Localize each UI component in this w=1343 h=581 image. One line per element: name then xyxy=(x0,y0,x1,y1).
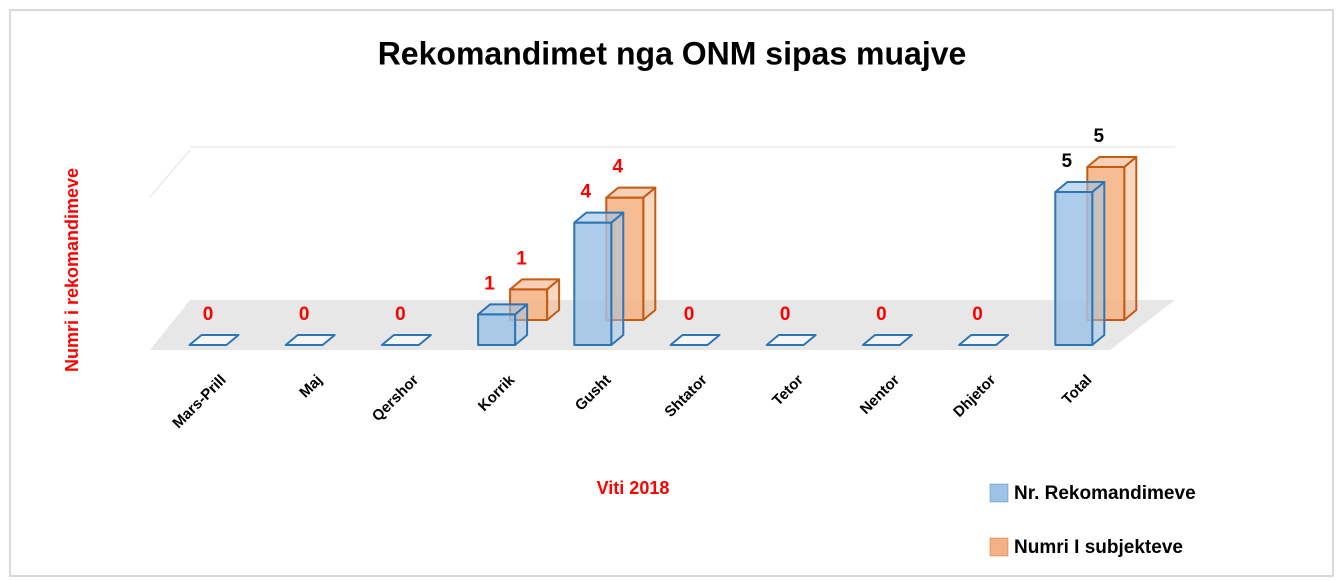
bar xyxy=(861,334,913,346)
bar-top xyxy=(1086,156,1138,168)
bar xyxy=(958,334,1010,346)
bar-top xyxy=(958,334,1010,346)
bar-top xyxy=(669,334,721,346)
bar-top xyxy=(861,334,913,346)
data-label: 5 xyxy=(1094,126,1105,147)
data-label: 0 xyxy=(395,304,406,325)
bar-side xyxy=(642,186,657,321)
side-wall-line xyxy=(149,149,191,198)
chart-title: Rekomandimet nga ONM sipas muajve xyxy=(378,35,967,71)
bar-top xyxy=(765,334,817,346)
bar xyxy=(477,303,529,346)
bar-front xyxy=(1054,191,1094,346)
y-axis-label: Numri i rekomandimeve xyxy=(62,168,82,372)
data-label: 0 xyxy=(684,304,695,325)
legend-label: Nr. Rekomandimeve xyxy=(1014,483,1196,504)
bar-top xyxy=(284,334,336,346)
bar-side xyxy=(1123,156,1138,321)
bar-front xyxy=(477,313,517,346)
bar-side xyxy=(610,211,625,346)
bar-top xyxy=(573,211,625,224)
data-label: 1 xyxy=(516,248,527,269)
bar xyxy=(1054,181,1106,346)
bar-front xyxy=(573,221,613,347)
data-label: 0 xyxy=(876,304,887,325)
bar xyxy=(284,334,336,346)
data-label: 4 xyxy=(581,182,592,203)
legend-swatch xyxy=(989,537,1009,557)
bar-side xyxy=(1091,181,1106,346)
bar xyxy=(765,334,817,346)
bar xyxy=(380,334,432,346)
legend-swatch xyxy=(989,483,1009,503)
bar-top xyxy=(380,334,432,346)
bar xyxy=(669,334,721,346)
data-label: 0 xyxy=(972,304,983,325)
bar xyxy=(188,334,240,346)
x-axis-label: Viti 2018 xyxy=(597,478,670,498)
bar-top xyxy=(605,186,657,199)
legend-label: Numri I subjekteve xyxy=(1014,537,1183,558)
bar-top xyxy=(1054,181,1106,193)
bar-top xyxy=(477,303,529,316)
data-label: 0 xyxy=(299,304,310,325)
data-label: 4 xyxy=(613,157,624,178)
bar-top xyxy=(509,278,561,291)
data-label: 0 xyxy=(780,304,791,325)
bar-top xyxy=(188,334,240,346)
bar xyxy=(573,211,625,347)
data-label: 1 xyxy=(484,273,495,294)
data-label: 5 xyxy=(1062,151,1073,172)
data-label: 0 xyxy=(203,304,214,325)
